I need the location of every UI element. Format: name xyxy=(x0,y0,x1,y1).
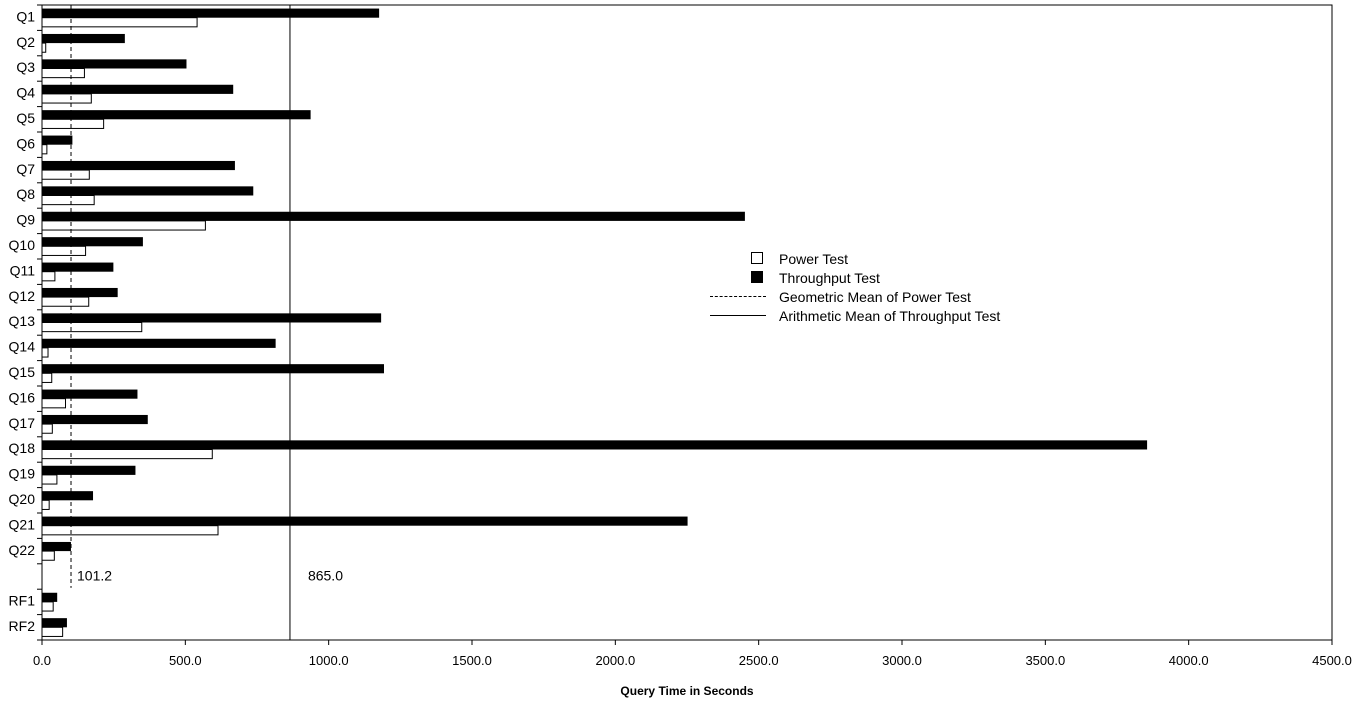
bar-power-q18 xyxy=(41,449,213,460)
bar-throughput-q4 xyxy=(42,84,234,94)
bar-throughput-q6 xyxy=(42,135,73,145)
y-tick-label: Q11 xyxy=(10,262,36,278)
legend-item-power-test: Power Test xyxy=(706,249,1000,268)
bar-power-q8 xyxy=(41,195,95,206)
legend-item-geometric-mean: Geometric Mean of Power Test xyxy=(706,287,1000,306)
bar-throughput-q13 xyxy=(42,313,382,323)
bar-power-q14 xyxy=(41,347,49,358)
bar-throughput-q1 xyxy=(42,8,380,18)
x-tick-label: 2500.0 xyxy=(739,653,779,668)
bar-throughput-q5 xyxy=(42,110,311,120)
bar-throughput-q14 xyxy=(42,338,276,348)
y-tick-label: Q6 xyxy=(16,135,35,151)
bar-power-q7 xyxy=(41,169,90,180)
y-tick-label: Q14 xyxy=(9,339,36,355)
bar-throughput-q21 xyxy=(42,516,688,526)
bar-throughput-q17 xyxy=(42,414,148,425)
bar-power-q19 xyxy=(41,474,58,485)
bar-power-q2 xyxy=(41,42,47,53)
bar-throughput-q7 xyxy=(42,160,235,171)
bar-throughput-rf2 xyxy=(42,618,67,628)
bar-throughput-rf1 xyxy=(42,592,58,602)
y-tick-label: Q16 xyxy=(9,389,36,405)
bar-power-q15 xyxy=(41,372,53,383)
bar-power-q20 xyxy=(41,499,50,510)
legend-swatch-open xyxy=(706,249,766,268)
legend-item-arithmetic-mean: Arithmetic Mean of Throughput Test xyxy=(706,306,1000,325)
y-tick-label: Q21 xyxy=(9,516,36,532)
x-tick-label: 1500.0 xyxy=(452,653,492,668)
y-tick-label: RF1 xyxy=(9,593,36,609)
y-tick-label: Q1 xyxy=(16,8,35,24)
y-tick-label: Q22 xyxy=(9,542,36,558)
bar-throughput-q16 xyxy=(42,389,138,399)
bar-power-q4 xyxy=(41,93,92,104)
legend-label: Power Test xyxy=(779,250,848,267)
y-tick-label: Q18 xyxy=(9,440,36,456)
x-tick-label: 3000.0 xyxy=(882,653,922,668)
y-tick-label: Q10 xyxy=(9,237,36,253)
bar-throughput-q15 xyxy=(42,364,384,374)
y-tick-label: Q13 xyxy=(9,313,36,329)
bar-power-rf2 xyxy=(41,626,64,637)
bar-throughput-q22 xyxy=(42,541,71,552)
y-tick-label: Q12 xyxy=(9,288,36,304)
y-tick-label: Q4 xyxy=(16,85,35,101)
x-tick-label: 1000.0 xyxy=(309,653,349,668)
bar-throughput-q10 xyxy=(42,237,143,247)
x-tick-label: 0.0 xyxy=(33,653,51,668)
y-tick-label: Q3 xyxy=(16,59,35,75)
bar-power-q11 xyxy=(41,271,56,282)
bar-power-q12 xyxy=(41,296,90,307)
y-tick-label: Q7 xyxy=(16,161,35,177)
bar-throughput-q11 xyxy=(42,262,114,272)
y-tick-label: Q2 xyxy=(16,34,35,50)
y-tick-label: Q19 xyxy=(9,466,36,482)
legend-label: Throughput Test xyxy=(779,269,880,286)
bar-power-q21 xyxy=(41,525,219,536)
legend-swatch-solid xyxy=(706,268,766,287)
geometric-mean-label: 101.2 xyxy=(77,568,112,584)
bar-power-q6 xyxy=(41,144,48,155)
arithmetic-mean-label: 865.0 xyxy=(308,568,343,584)
legend-label: Arithmetic Mean of Throughput Test xyxy=(779,307,1001,324)
x-tick-label: 3500.0 xyxy=(1025,653,1065,668)
y-tick-label: Q15 xyxy=(9,364,36,380)
bar-power-q16 xyxy=(41,398,67,409)
bar-power-q1 xyxy=(41,17,198,28)
bar-power-q3 xyxy=(41,68,85,79)
bar-throughput-q12 xyxy=(42,287,118,298)
x-tick-label: 2000.0 xyxy=(595,653,635,668)
y-tick-label: RF2 xyxy=(9,618,36,634)
legend-label: Geometric Mean of Power Test xyxy=(779,288,971,305)
bar-throughput-q18 xyxy=(42,440,1148,450)
x-tick-label: 4500.0 xyxy=(1312,653,1352,668)
bar-power-q9 xyxy=(41,220,206,231)
bar-throughput-q20 xyxy=(42,491,94,501)
legend-line-dashed xyxy=(706,287,766,306)
legend-item-throughput-test: Throughput Test xyxy=(706,268,1000,287)
bar-throughput-q19 xyxy=(42,465,136,475)
bar-power-q22 xyxy=(41,550,55,561)
bar-power-q17 xyxy=(41,423,53,434)
bar-throughput-q3 xyxy=(42,59,187,69)
y-tick-label: Q5 xyxy=(16,110,35,126)
bar-throughput-q8 xyxy=(42,186,254,196)
bar-power-rf1 xyxy=(41,601,54,612)
bar-throughput-q2 xyxy=(42,33,125,44)
legend-line-solid xyxy=(706,306,766,325)
bar-throughput-q9 xyxy=(42,211,745,221)
x-axis-title: Query Time in Seconds xyxy=(620,684,753,698)
y-tick-label: Q9 xyxy=(16,212,35,228)
y-tick-label: Q20 xyxy=(9,491,36,507)
x-tick-label: 4000.0 xyxy=(1169,653,1209,668)
bar-power-q10 xyxy=(41,245,87,256)
y-tick-label: Q8 xyxy=(16,186,35,202)
legend: Power Test Throughput Test Geometric Mea… xyxy=(706,249,1000,325)
x-tick-label: 500.0 xyxy=(169,653,202,668)
bar-power-q13 xyxy=(41,322,143,333)
bar-power-q5 xyxy=(41,118,105,129)
y-tick-label: Q17 xyxy=(9,415,36,431)
